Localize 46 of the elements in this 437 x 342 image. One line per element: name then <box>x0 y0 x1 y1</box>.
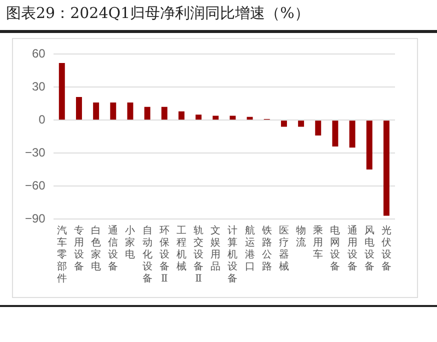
x-tick-label: 电网设备 <box>330 224 340 273</box>
x-tick-label: 乘用车 <box>313 224 324 261</box>
x-tick-label: 航运港口 <box>244 224 255 273</box>
bar <box>383 120 390 216</box>
x-tick-label: 通信设备 <box>108 224 118 273</box>
bar <box>366 120 372 170</box>
x-tick-label: 医疗器械 <box>278 226 289 273</box>
bar <box>93 102 100 120</box>
bar <box>298 120 304 127</box>
bar <box>246 116 253 120</box>
y-tick-label: −30 <box>24 145 46 160</box>
bar <box>58 62 65 120</box>
bar <box>127 102 134 120</box>
y-tick-label: 0 <box>38 112 46 126</box>
bar <box>76 97 82 120</box>
bar <box>161 106 168 120</box>
bar <box>144 106 150 120</box>
x-tick-label: 计算机设备 <box>228 224 238 285</box>
x-tick-label: 光伏设备 <box>381 224 392 273</box>
x-tick-label: 工程机械 <box>176 226 186 273</box>
chart-title: 图表29：2024Q1归母净利润同比增速（%） <box>6 4 310 23</box>
bar <box>110 102 116 120</box>
x-tick-label: 白色家电 <box>91 224 102 273</box>
y-tick-label: −90 <box>24 211 46 226</box>
bar <box>212 116 219 120</box>
y-tick-label: −60 <box>24 178 46 192</box>
x-tick-label: 通用设备 <box>347 224 358 273</box>
x-tick-label: 环保设备Ⅱ <box>159 226 170 285</box>
bar <box>178 111 184 120</box>
x-tick-label: 铁路公路 <box>260 224 272 273</box>
x-tick-label: 轨交设备Ⅱ <box>194 224 204 285</box>
bar <box>280 120 287 127</box>
x-tick-label: 风电设备 <box>364 226 374 273</box>
x-tick-label: 汽车零部件 <box>56 224 67 285</box>
bar <box>332 120 338 146</box>
y-tick-label: 60 <box>32 46 46 61</box>
x-tick-label: 专用设备 <box>74 224 84 273</box>
bar <box>196 114 202 120</box>
x-tick-label: 小家电 <box>125 224 136 261</box>
bar <box>349 120 356 148</box>
x-tick-label: 文娱用品 <box>210 224 221 273</box>
x-tick-label: 自动化设备 <box>142 224 152 285</box>
y-tick-label: 30 <box>32 79 46 94</box>
x-tick-label: 物流 <box>296 226 306 249</box>
bar <box>315 120 322 136</box>
bar <box>230 116 236 120</box>
